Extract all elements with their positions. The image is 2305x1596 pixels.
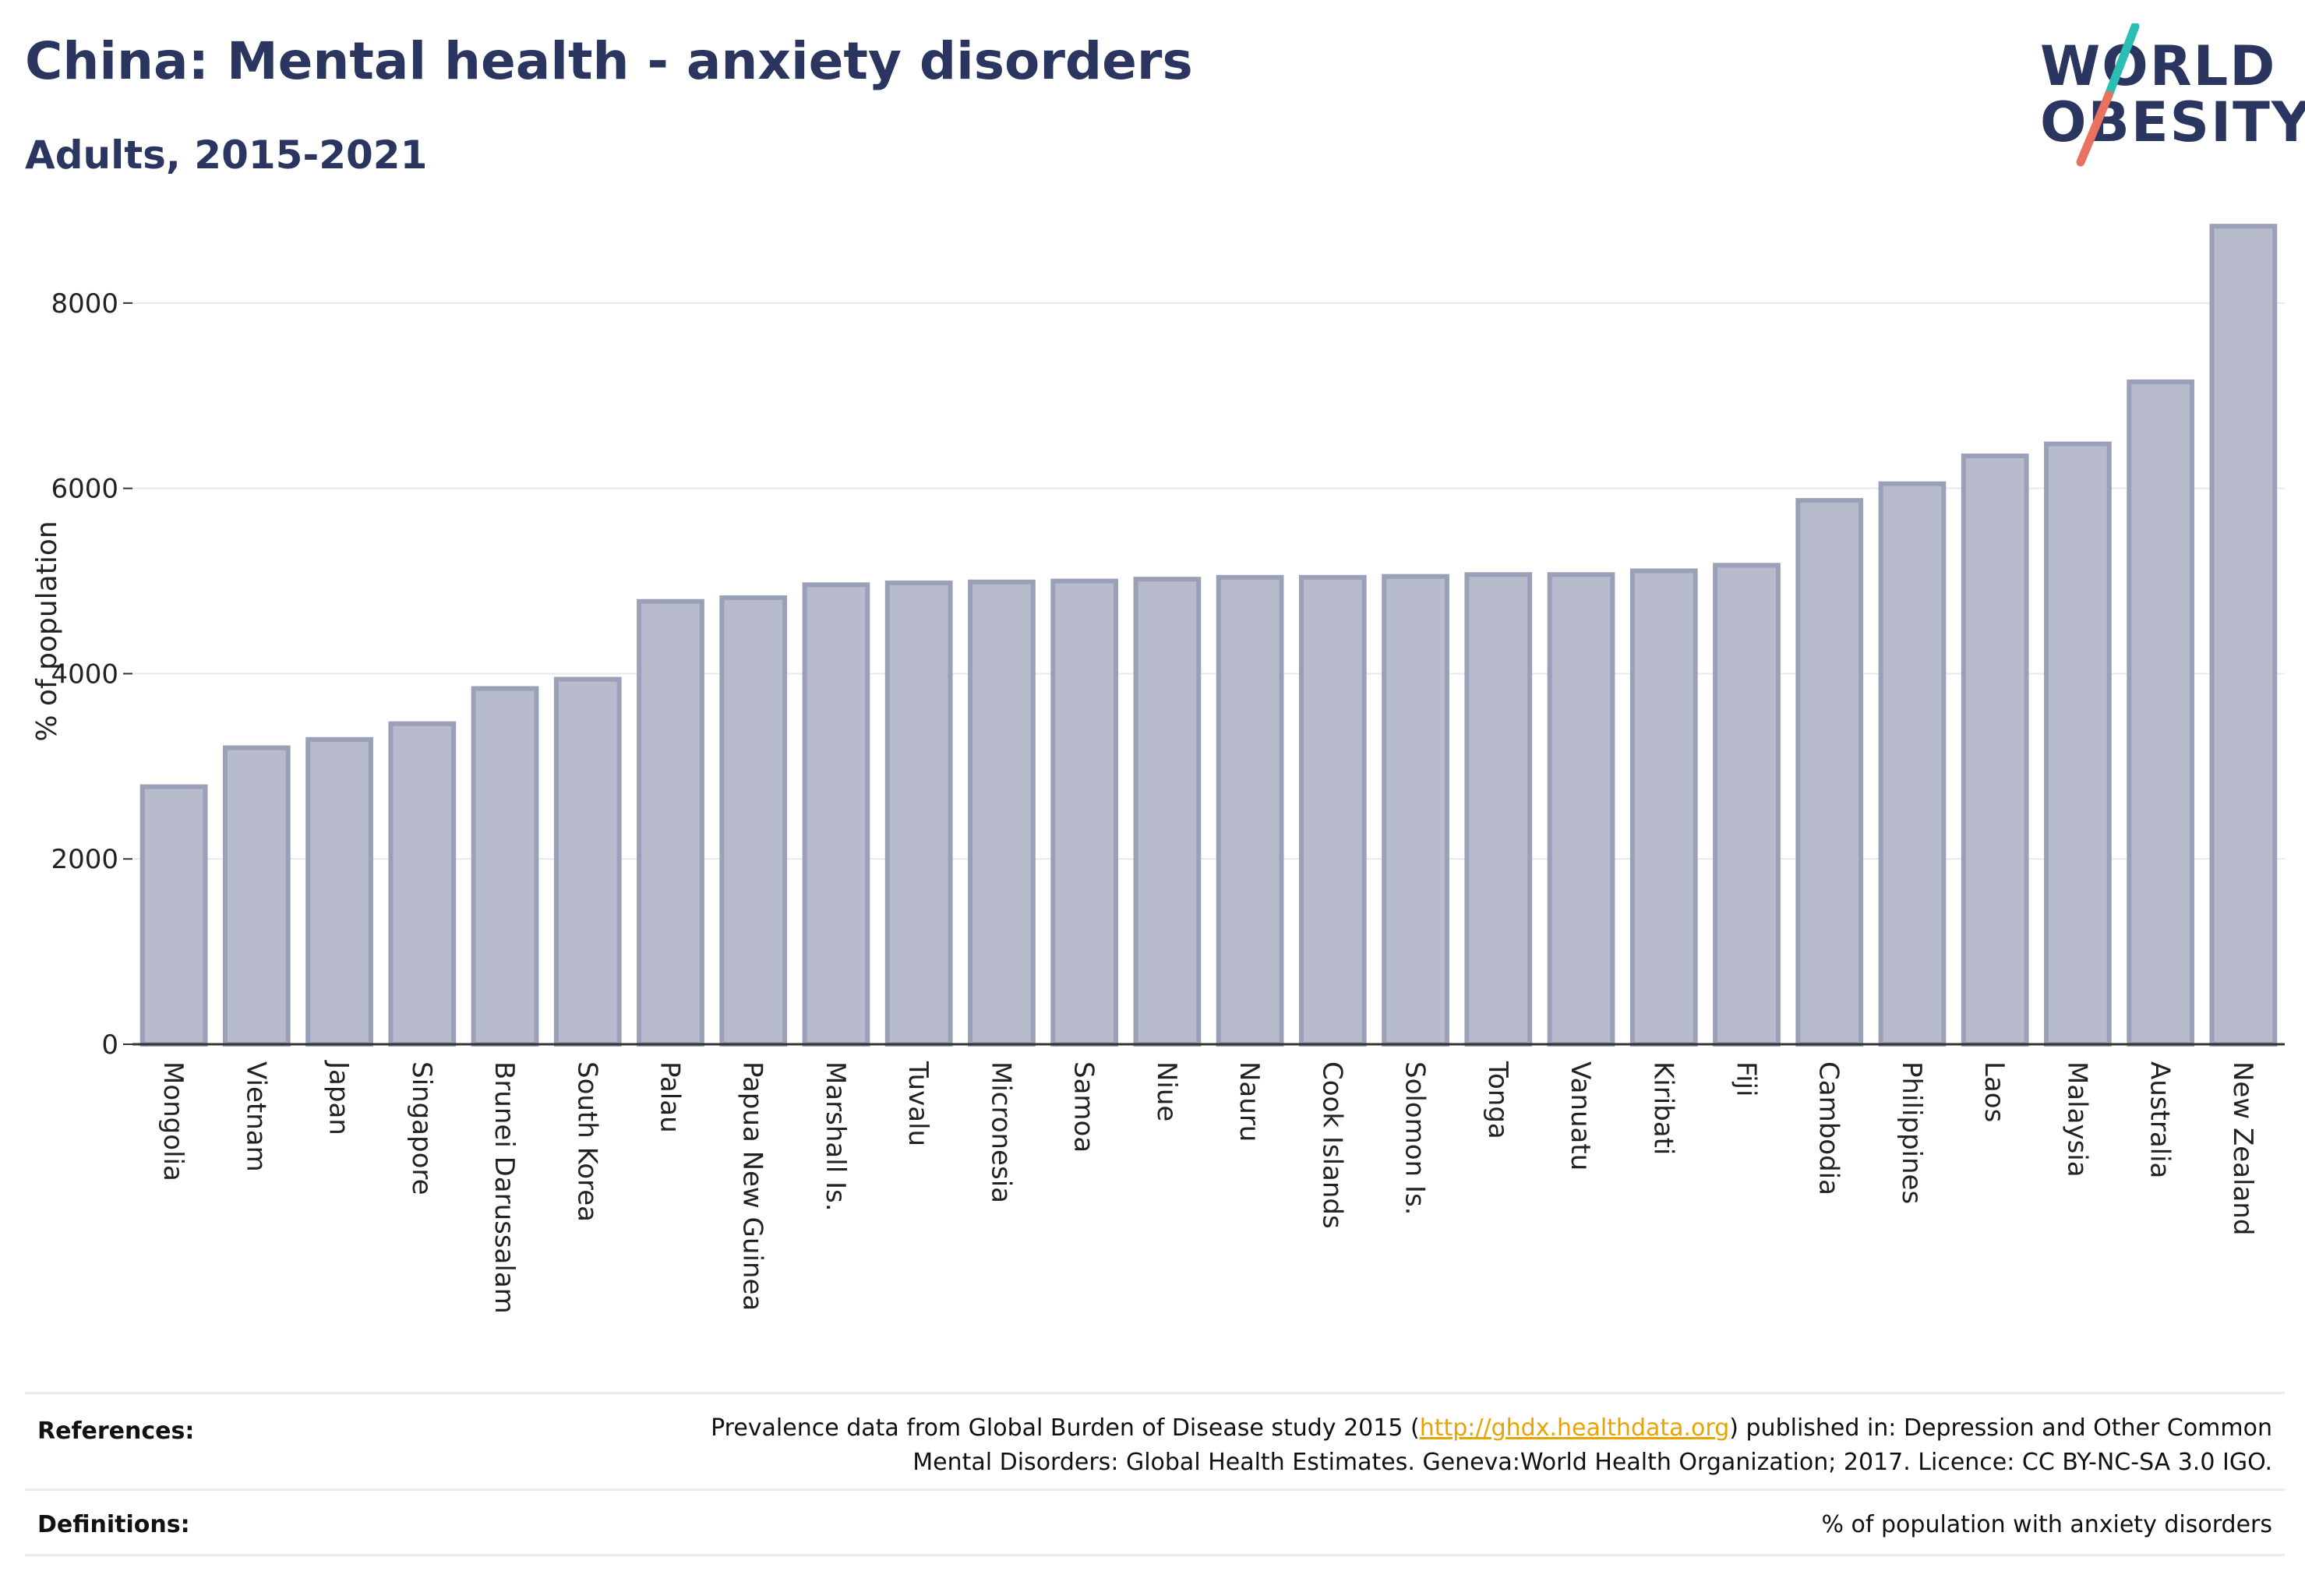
bar-philippines [1878, 481, 1947, 1047]
world-obesity-logo: WORLD OBESITY [2026, 23, 2305, 171]
bar-cook-islands [1298, 574, 1367, 1047]
x-tick-label: Kiribati [1647, 1061, 1678, 1155]
references-text-end: ) published in: Depression and Other Com… [1729, 1414, 2272, 1442]
bar-samoa [1050, 578, 1119, 1047]
bar-micronesia [968, 579, 1036, 1047]
bars [139, 224, 2278, 1047]
y-tick-label: 2000 [51, 844, 118, 875]
definitions-label: Definitions: [37, 1511, 190, 1538]
x-tick-label: Brunei Darussalam [489, 1061, 520, 1314]
bar-new-zealand [2209, 224, 2278, 1047]
x-tick-label: Vanuatu [1565, 1061, 1596, 1171]
references-text-line-2: Mental Disorders: Global Health Estimate… [912, 1449, 2272, 1476]
bar-south-korea [553, 676, 622, 1047]
x-tick-label: Fiji [1731, 1061, 1762, 1096]
bar-malaysia [2044, 441, 2112, 1047]
axes: 0 2000 4000 6000 8000 Mongolia Vietnam Japan Sin… [51, 288, 2285, 1314]
bar-mongolia [139, 784, 208, 1047]
bar-brunei-darussalam [471, 686, 539, 1047]
y-axis-label: % of population [31, 521, 63, 741]
y-tick-label: 4000 [51, 659, 118, 690]
logo-line-1: WORLD [2040, 34, 2277, 98]
references-link[interactable]: http://ghdx.healthdata.org [1419, 1414, 1730, 1442]
x-tick-label: Japan [323, 1060, 355, 1135]
x-tick-label: Cambodia [1813, 1061, 1844, 1195]
bar-laos [1961, 454, 2029, 1047]
x-tick-label: Vietnam [240, 1061, 271, 1172]
x-tick-label: Malaysia [2061, 1061, 2092, 1178]
definitions-row: Definitions: % of population with anxiet… [25, 1488, 2285, 1556]
bar-marshall-is- [802, 582, 870, 1047]
x-tick-label: Micronesia [985, 1061, 1016, 1203]
bar-nauru [1216, 574, 1284, 1047]
x-tick-label: Solomon Is. [1400, 1061, 1431, 1215]
bar-australia [2127, 379, 2195, 1047]
x-tick-label: Mongolia [157, 1061, 189, 1181]
bar-solomon-is- [1382, 574, 1449, 1047]
x-tick-label: Palau [655, 1061, 686, 1133]
x-tick-label: Cook Islands [1316, 1061, 1347, 1229]
footer-divider [25, 1554, 2285, 1556]
x-tick-label: Laos [1978, 1061, 2010, 1122]
x-tick-label: Philippines [1896, 1061, 1927, 1204]
x-tick-label: Tonga [1482, 1061, 1513, 1139]
bar-papua-new-guinea [719, 595, 788, 1047]
x-tick-label: Samoa [1068, 1061, 1100, 1153]
x-tick-label: Australia [2144, 1061, 2176, 1178]
bar-chart: 0 2000 4000 6000 8000 Mongolia Vietnam Japan Sin… [31, 224, 2285, 1314]
x-tick-label: Papua New Guinea [737, 1061, 768, 1311]
bar-vietnam [222, 745, 291, 1047]
references-text-start: Prevalence data from Global Burden of Di… [711, 1414, 1420, 1442]
x-tick-label: Niue [1151, 1061, 1182, 1121]
bar-vanuatu [1547, 572, 1615, 1047]
bar-singapore [388, 721, 457, 1047]
bar-palau [637, 598, 704, 1047]
references-text: Prevalence data from Global Burden of Di… [711, 1411, 2272, 1480]
bar-cambodia [1795, 498, 1864, 1047]
y-tick-label: 6000 [51, 474, 118, 505]
x-tick-label: Nauru [1234, 1061, 1265, 1142]
y-tick-label: 8000 [51, 288, 118, 320]
x-tick-label: Marshall Is. [820, 1061, 851, 1212]
bar-kiribati [1629, 568, 1698, 1047]
x-tick-label: Singapore [406, 1061, 437, 1195]
references-label: References: [37, 1418, 195, 1445]
bar-japan [305, 736, 373, 1047]
chart-title: China: Mental health - anxiety disorders [25, 31, 1193, 91]
x-tick-label: New Zealand [2227, 1061, 2258, 1235]
x-tick-label: Tuvalu [902, 1061, 934, 1146]
y-tick-label: 0 [101, 1029, 118, 1061]
bar-fiji [1713, 563, 1781, 1047]
chart-subtitle: Adults, 2015-2021 [25, 132, 428, 178]
bar-tonga [1464, 572, 1533, 1047]
logo-slash-icon [2076, 23, 2140, 167]
bar-niue [1133, 577, 1202, 1047]
references-row: References: Prevalence data from Global … [25, 1392, 2285, 1491]
x-tick-label: South Korea [571, 1061, 602, 1222]
bar-tuvalu [884, 580, 953, 1047]
definitions-text: % of population with anxiety disorders [1821, 1511, 2272, 1538]
